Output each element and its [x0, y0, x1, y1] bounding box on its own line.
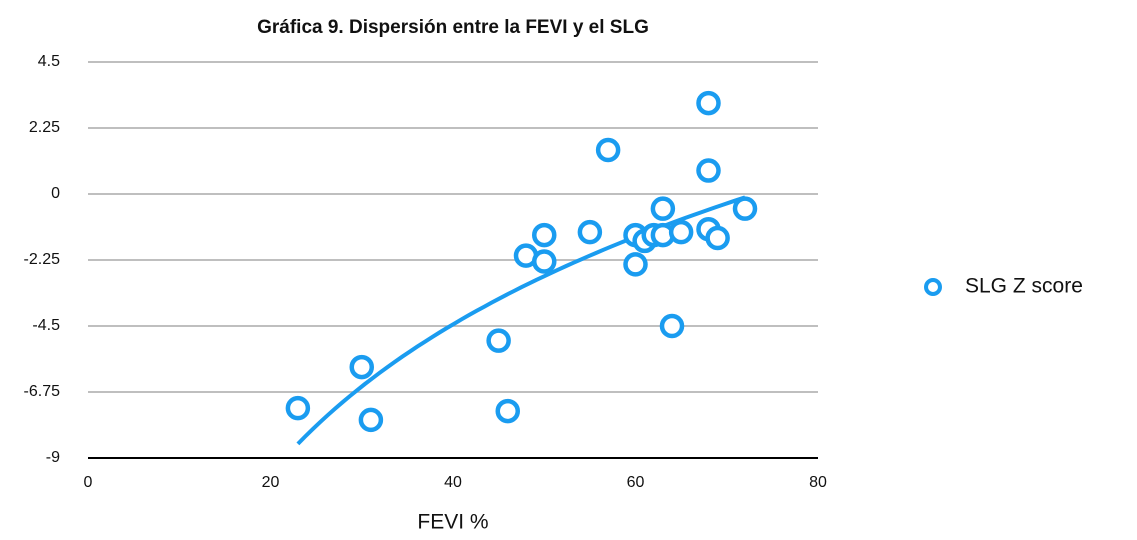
scatter-point — [495, 398, 520, 424]
scatter-point — [623, 252, 648, 277]
scatter-point — [732, 196, 758, 221]
scatter-point — [659, 313, 685, 339]
scatter-point — [650, 196, 676, 221]
scatter-point — [696, 158, 721, 183]
y-tick-label: 4.5 — [38, 53, 60, 70]
scatter-point — [668, 219, 694, 245]
x-tick-label: 0 — [84, 474, 93, 491]
legend-label: SLG Z score — [965, 275, 1083, 298]
scatter-point — [705, 225, 730, 251]
scatter-point — [349, 354, 374, 380]
y-tick-label: 0 — [51, 185, 60, 202]
y-tick-label: -6.75 — [24, 383, 61, 400]
chart-title: Gráfica 9. Dispersión entre la FEVI y el… — [257, 17, 649, 38]
x-tick-label: 40 — [444, 474, 462, 491]
scatter-point — [285, 395, 311, 421]
legend-marker — [924, 278, 942, 296]
scatter-point — [595, 137, 621, 163]
x-tick-label: 20 — [262, 474, 280, 491]
scatter-point — [577, 219, 603, 245]
scatter-point — [532, 249, 557, 274]
x-tick-label: 80 — [809, 474, 827, 491]
x-axis-label: FEVI % — [417, 511, 488, 534]
y-tick-label: -2.25 — [24, 251, 61, 268]
scatter-point — [486, 328, 511, 353]
scatter-point — [696, 90, 721, 116]
scatter-point — [532, 222, 557, 248]
x-tick-label: 60 — [627, 474, 645, 491]
y-tick-label: -9 — [46, 449, 60, 466]
trendline — [296, 195, 746, 446]
y-tick-label: 2.25 — [29, 119, 60, 136]
scatter-point — [358, 407, 384, 433]
y-tick-label: -4.5 — [32, 317, 60, 334]
